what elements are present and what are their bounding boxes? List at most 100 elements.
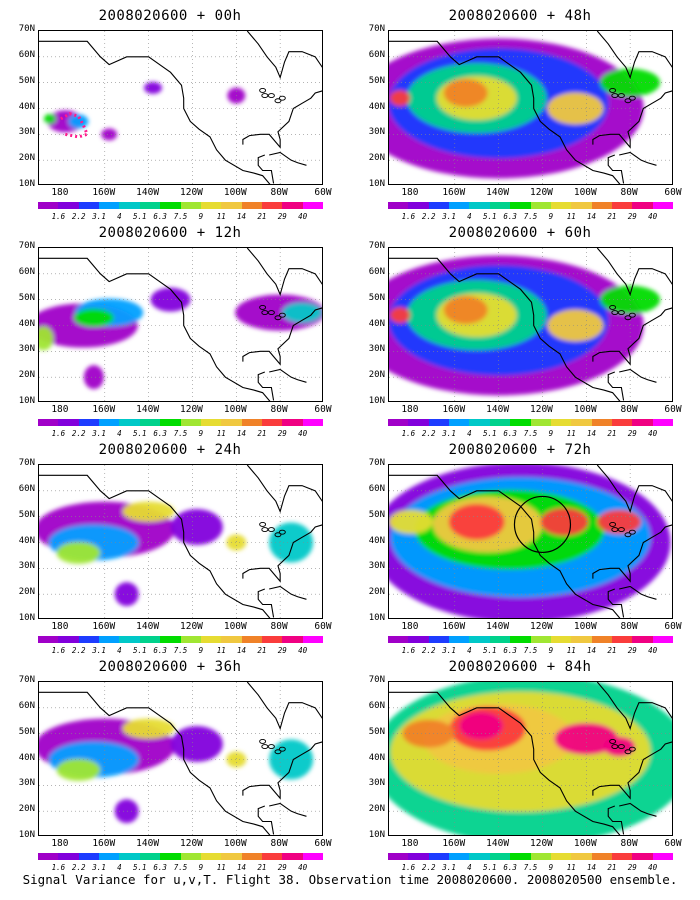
coastline	[389, 474, 621, 618]
latitude-label: 40N	[18, 318, 35, 329]
longitude-label: 80W	[620, 404, 638, 415]
colorbar-label: 1.6	[51, 429, 66, 438]
colorbar-label: 5.1	[483, 863, 497, 872]
colorbar-swatch	[261, 853, 283, 860]
lake-outline	[261, 527, 269, 533]
coastline	[592, 307, 672, 366]
colorbar-label: 6.3	[153, 429, 167, 438]
colorbar-swatch	[449, 853, 470, 860]
lake-outline	[628, 529, 636, 535]
coastline	[257, 154, 275, 184]
colorbar-label: 21	[257, 863, 267, 872]
colorbar-swatch	[632, 853, 653, 860]
latitude-label: 50N	[368, 726, 385, 737]
figure-caption: Signal Variance for u,v,T. Flight 38. Ob…	[22, 872, 678, 887]
longitude-label: 180	[51, 187, 69, 198]
latitude-label: 70N	[18, 24, 35, 34]
latitude-label: 40N	[368, 752, 385, 763]
colorbar-swatch	[571, 636, 592, 643]
colorbar-label: 2.2	[421, 212, 436, 221]
latitude-label: 30N	[18, 127, 35, 138]
map-panel: 2008020600 + 00h 70N 60N 50N 40N 30N 20N 10N 180…	[5, 8, 335, 223]
map-panel: 2008020600 + 12h 70N 60N 50N 40N 30N 20N 10N 180…	[5, 225, 335, 440]
colorbar-label: 40	[648, 646, 658, 655]
coastline	[242, 307, 322, 366]
longitude-label: 180	[401, 621, 419, 632]
colorbar-swatch	[388, 419, 409, 426]
variance-field	[39, 465, 322, 618]
colorbar-swatch	[139, 419, 161, 426]
coastline	[39, 474, 271, 618]
colorbar-label: 3.1	[92, 646, 106, 655]
latitude-label: 10N	[368, 396, 385, 406]
lake-outline	[611, 93, 619, 99]
latitude-label: 20N	[368, 370, 385, 381]
latitude-label: 50N	[18, 726, 35, 737]
colorbar-swatch	[611, 636, 633, 643]
lake-outline	[624, 532, 632, 538]
coastline	[242, 741, 322, 800]
colorbar-label: 11	[216, 212, 226, 221]
latitude-label: 40N	[368, 101, 385, 112]
coastline	[592, 741, 672, 800]
variance-map	[38, 30, 323, 185]
lake-outline	[278, 746, 286, 752]
variance-field	[389, 682, 672, 835]
longitude-label: 180	[51, 838, 69, 849]
coastline	[389, 691, 621, 835]
colorbar-label: 21	[607, 429, 617, 438]
colorbar-label: 3.1	[442, 646, 456, 655]
longitude-label: 60W	[314, 838, 332, 849]
longitude-label: 80W	[270, 187, 288, 198]
lake-outline	[628, 312, 636, 318]
colorbar-swatch	[408, 853, 429, 860]
lake-outline	[624, 749, 632, 755]
longitude-label: 60W	[664, 838, 682, 849]
colorbar-swatch	[388, 636, 409, 643]
colorbar	[388, 202, 674, 209]
colorbar-swatch	[652, 419, 674, 426]
longitude-label: 140W	[486, 621, 510, 632]
colorbar-label: 3.1	[92, 429, 106, 438]
coastline	[596, 465, 672, 514]
colorbar-swatch	[221, 853, 242, 860]
colorbar-label: 1.6	[401, 646, 416, 655]
colorbar-swatch	[119, 202, 140, 209]
coastline	[246, 31, 322, 80]
latitude-label: 30N	[18, 561, 35, 572]
colorbar-swatch	[489, 202, 511, 209]
coastline	[246, 682, 322, 731]
colorbar-swatch	[139, 853, 161, 860]
flight-track	[60, 112, 90, 139]
colorbar-label: 2.2	[421, 429, 436, 438]
colorbar-label: 29	[627, 212, 637, 221]
colorbar-swatch	[408, 202, 429, 209]
colorbar-swatch	[469, 853, 490, 860]
colorbar-swatch	[550, 419, 572, 426]
latitude-label: 70N	[18, 458, 35, 468]
colorbar-label: 4	[117, 212, 122, 221]
longitude-label: 160W	[92, 838, 116, 849]
colorbar-label: 5.1	[483, 646, 497, 655]
colorbar-swatch	[302, 202, 324, 209]
lake-outline	[267, 310, 275, 316]
colorbar-swatch	[571, 853, 592, 860]
colorbar-swatch	[652, 636, 674, 643]
lake-outline	[267, 527, 275, 533]
colorbar-label: 7.5	[523, 429, 538, 438]
colorbar-swatch	[38, 636, 59, 643]
map-panel: 2008020600 + 36h 70N 60N 50N 40N 30N 20N 10N 180…	[5, 659, 335, 874]
latitude-label: 20N	[18, 153, 35, 164]
latitude-label: 10N	[18, 613, 35, 623]
colorbar-label: 2.2	[71, 212, 86, 221]
colorbar-swatch	[58, 419, 79, 426]
longitude-label: 160W	[92, 404, 116, 415]
colorbar-label: 40	[648, 863, 658, 872]
colorbar-swatch	[632, 202, 653, 209]
lake-outline	[617, 744, 625, 750]
coastline	[596, 31, 672, 80]
colorbar-label: 6.3	[503, 863, 517, 872]
lake-outline	[274, 749, 282, 755]
latitude-label: 10N	[368, 179, 385, 189]
lake-outline	[611, 744, 619, 750]
